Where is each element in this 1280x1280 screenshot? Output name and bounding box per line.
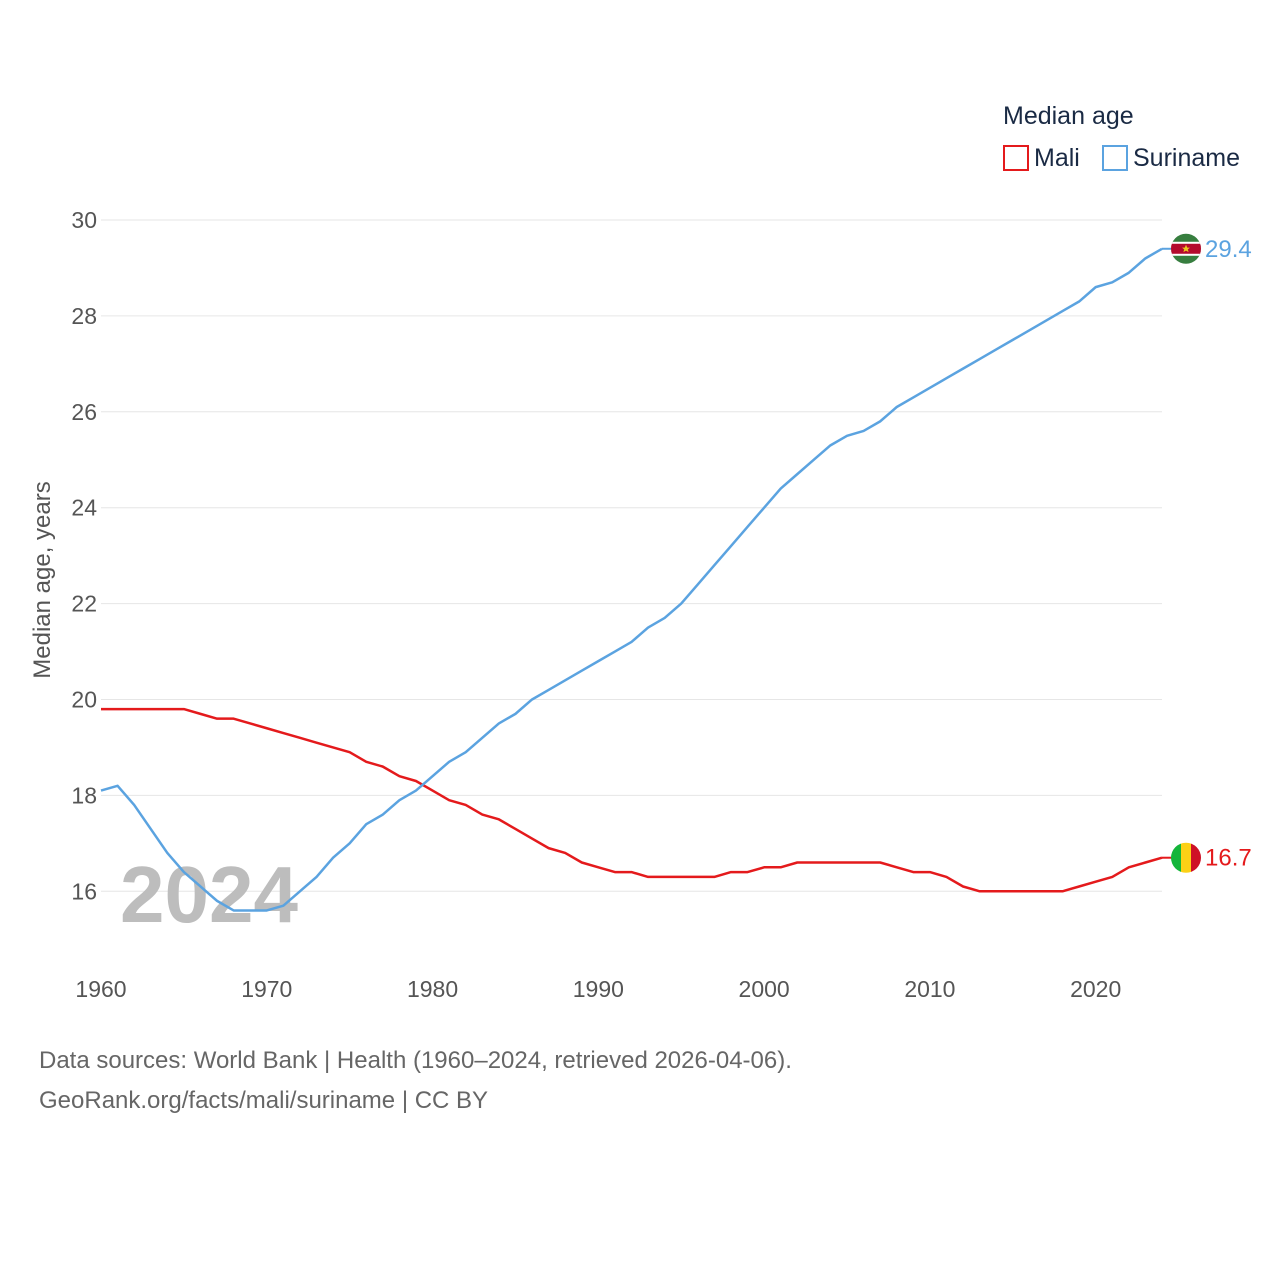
end-label-suriname: 29.4 xyxy=(1205,236,1252,263)
x-tick-label-1980: 1980 xyxy=(407,976,458,1002)
y-tick-label-18: 18 xyxy=(71,782,97,808)
x-tick-label-1960: 1960 xyxy=(75,976,126,1002)
legend-swatch-suriname[interactable] xyxy=(1102,145,1128,171)
series-lines xyxy=(100,247,1172,912)
legend-swatch-mali[interactable] xyxy=(1003,145,1029,171)
x-tick-label-1970: 1970 xyxy=(241,976,292,1002)
legend-title: Median age xyxy=(1003,102,1134,130)
source-link[interactable]: GeoRank.org/facts/mali/suriname | CC BY xyxy=(39,1087,488,1114)
y-tick-label-22: 22 xyxy=(71,591,97,617)
y-tick-label-30: 30 xyxy=(71,207,97,233)
grid-lines xyxy=(101,219,1162,892)
y-tick-label-20: 20 xyxy=(71,686,97,712)
source-line-2[interactable]: GeoRank.org/facts/mali/suriname | CC BY xyxy=(39,1087,488,1114)
y-tick-label-16: 16 xyxy=(71,878,97,904)
y-tick-label-28: 28 xyxy=(71,303,97,329)
y-axis-label: Median age, years xyxy=(29,481,56,678)
legend-label-suriname[interactable]: Suriname xyxy=(1133,144,1240,172)
x-tick-label-2010: 2010 xyxy=(904,976,955,1002)
series-line-suriname xyxy=(100,247,1163,912)
y-tick-label-24: 24 xyxy=(71,495,97,521)
mali-flag-icon xyxy=(1171,842,1201,873)
y-axis-ticks: 16 18 20 22 24 26 28 30 xyxy=(71,207,97,904)
end-label-mali: 16.7 xyxy=(1205,845,1252,872)
x-tick-label-2020: 2020 xyxy=(1070,976,1121,1002)
series-line-mali xyxy=(101,707,1163,893)
y-tick-label-26: 26 xyxy=(71,399,97,425)
x-tick-label-1990: 1990 xyxy=(573,976,624,1002)
x-axis-ticks: 1960 1970 1980 1990 2000 2010 2020 xyxy=(75,976,1121,1002)
x-tick-label-2000: 2000 xyxy=(739,976,790,1002)
legend-label-mali[interactable]: Mali xyxy=(1034,144,1080,172)
legend: Median age Mali Suriname xyxy=(1003,102,1240,172)
source-line-1: Data sources: World Bank | Health (1960–… xyxy=(39,1047,792,1074)
suriname-flag-icon xyxy=(1171,233,1201,264)
